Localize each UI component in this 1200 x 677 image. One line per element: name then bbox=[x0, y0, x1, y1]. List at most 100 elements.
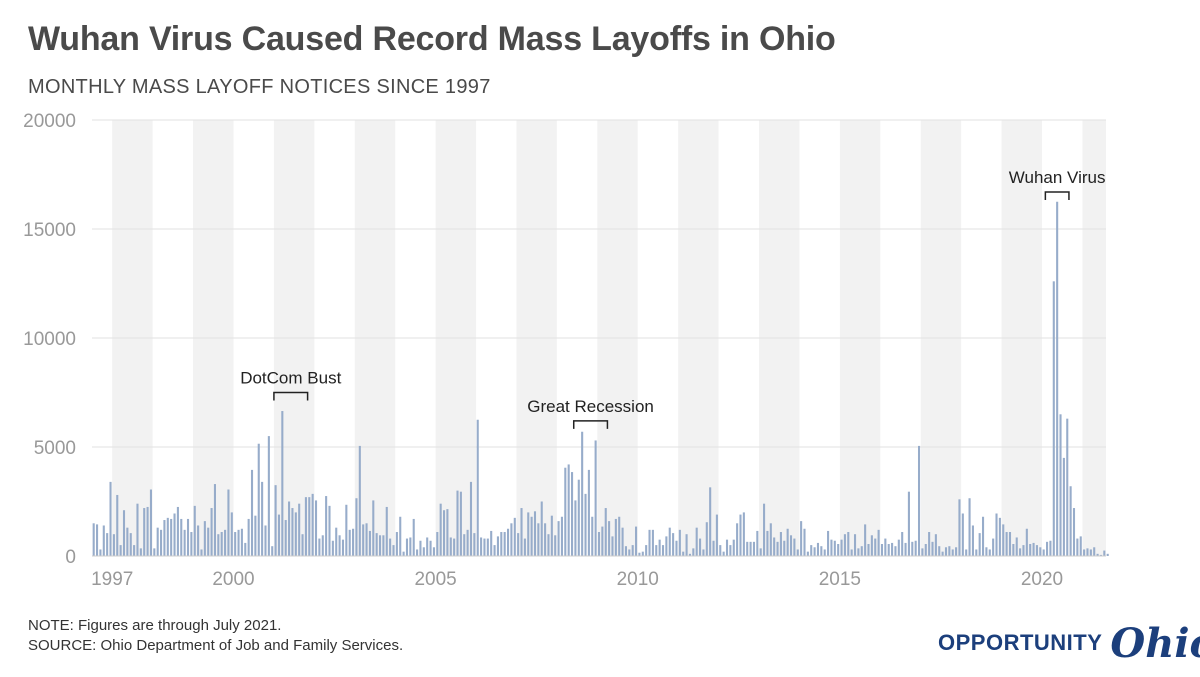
bar bbox=[995, 513, 998, 556]
bar bbox=[827, 530, 830, 556]
bar bbox=[705, 522, 708, 556]
bar bbox=[557, 521, 560, 556]
bar bbox=[591, 516, 594, 556]
bar bbox=[298, 503, 301, 556]
y-tick-label: 10000 bbox=[23, 329, 76, 350]
bar bbox=[975, 549, 978, 556]
bar bbox=[594, 440, 597, 556]
bar bbox=[335, 527, 338, 556]
bar bbox=[783, 540, 786, 556]
bar bbox=[968, 498, 971, 556]
bar bbox=[422, 547, 425, 556]
bar bbox=[540, 501, 543, 556]
bar bbox=[628, 549, 631, 556]
bar bbox=[550, 515, 553, 556]
bar bbox=[746, 541, 749, 556]
bar bbox=[1093, 547, 1096, 556]
bar bbox=[928, 532, 931, 556]
bar bbox=[786, 528, 789, 556]
bar bbox=[840, 539, 843, 556]
bar bbox=[560, 516, 563, 556]
bar bbox=[638, 552, 641, 556]
bar bbox=[1062, 457, 1065, 556]
bar bbox=[284, 520, 287, 556]
annotation-bracket bbox=[273, 391, 309, 401]
bar bbox=[318, 538, 321, 556]
bar bbox=[645, 545, 648, 556]
bar bbox=[261, 481, 264, 556]
bar bbox=[584, 493, 587, 556]
bar bbox=[254, 515, 257, 556]
bar bbox=[402, 551, 405, 556]
bar bbox=[661, 545, 665, 556]
bar bbox=[96, 524, 99, 556]
bar bbox=[736, 523, 739, 556]
bar bbox=[527, 512, 530, 556]
bar bbox=[247, 518, 250, 556]
bar bbox=[749, 541, 752, 556]
bar bbox=[92, 523, 95, 556]
bar bbox=[304, 497, 307, 556]
bar bbox=[412, 518, 415, 556]
bar bbox=[796, 549, 799, 556]
bar bbox=[234, 532, 237, 556]
bar bbox=[759, 548, 762, 556]
bar bbox=[837, 544, 840, 556]
bar bbox=[136, 503, 139, 556]
bar bbox=[186, 518, 190, 556]
bar bbox=[958, 499, 961, 556]
bar bbox=[267, 436, 270, 556]
annotation-label: Wuhan Virus bbox=[1009, 168, 1106, 187]
bar bbox=[601, 526, 604, 556]
source-text: SOURCE: Ohio Department of Job and Famil… bbox=[28, 637, 404, 654]
bar bbox=[227, 489, 230, 556]
bar bbox=[163, 520, 166, 556]
bar bbox=[520, 508, 523, 556]
bar bbox=[112, 534, 115, 556]
bar bbox=[715, 514, 718, 556]
annotation-bracket bbox=[572, 420, 609, 429]
bar bbox=[914, 540, 917, 556]
bar bbox=[362, 524, 365, 556]
bar bbox=[948, 546, 951, 556]
bar bbox=[924, 544, 927, 556]
bar bbox=[442, 510, 446, 556]
bar bbox=[597, 532, 601, 556]
x-tick-label: 2010 bbox=[617, 569, 659, 590]
bar bbox=[921, 548, 924, 556]
bar bbox=[146, 506, 149, 556]
bar bbox=[587, 469, 590, 556]
bar bbox=[1086, 548, 1089, 556]
bar bbox=[173, 513, 176, 556]
bar bbox=[250, 469, 254, 556]
bar bbox=[789, 535, 793, 556]
bar bbox=[506, 528, 510, 556]
bar bbox=[904, 542, 907, 556]
bar bbox=[257, 443, 260, 556]
bar bbox=[934, 534, 937, 556]
x-tick-label: 2020 bbox=[1021, 569, 1063, 590]
bar bbox=[217, 534, 220, 556]
x-tick-label: 2015 bbox=[819, 569, 861, 590]
bar bbox=[554, 535, 557, 556]
bar bbox=[325, 496, 328, 556]
bar bbox=[490, 530, 493, 556]
bar bbox=[311, 493, 314, 556]
bar bbox=[672, 533, 675, 556]
bar bbox=[624, 546, 627, 556]
bar bbox=[446, 509, 449, 556]
bar bbox=[894, 546, 897, 556]
bar bbox=[419, 540, 422, 556]
bar bbox=[678, 529, 681, 556]
bar bbox=[581, 431, 584, 556]
bar bbox=[338, 535, 341, 556]
bar bbox=[143, 508, 146, 556]
bar bbox=[119, 545, 122, 556]
bar bbox=[577, 479, 580, 556]
bar bbox=[500, 532, 503, 556]
bar bbox=[106, 533, 109, 556]
annotation-label: DotCom Bust bbox=[240, 369, 341, 388]
bar bbox=[951, 549, 954, 556]
bar bbox=[719, 545, 722, 556]
bar bbox=[931, 541, 934, 556]
